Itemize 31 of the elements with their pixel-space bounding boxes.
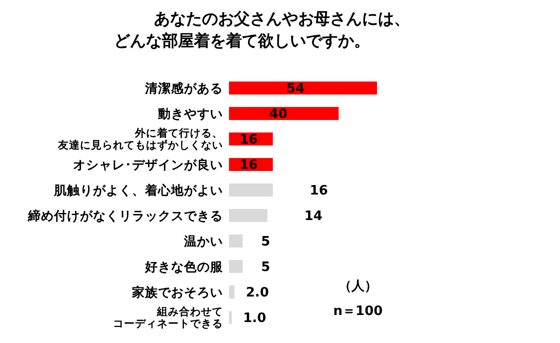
data-label: 2.0 (246, 286, 269, 301)
y-tick-label: 動きやすい (157, 106, 223, 121)
y-tick-label: 家族でおそろい (131, 284, 223, 300)
data-label: 5 (261, 260, 270, 276)
chart-title: あなたのお父さんやお母さんには、どんな部屋着を着て欲しいですか。 (114, 9, 410, 50)
data-label: 14 (304, 209, 322, 224)
annotation: （人） (338, 279, 378, 294)
y-tick-label: 温かい (183, 233, 223, 248)
bar (229, 107, 339, 120)
bar (229, 286, 234, 298)
bar (229, 260, 243, 273)
bar (229, 234, 243, 248)
y-tick-label: 外に着て行ける、友達に見られてもはずかしくない (57, 126, 223, 152)
y-tick-label: オシャレ･デザインが良い (73, 156, 223, 172)
data-label: 16 (310, 184, 328, 199)
data-label: 1.0 (243, 311, 266, 326)
y-tick-label: 締め付けがなくリラックスできる (27, 208, 223, 223)
bar (229, 311, 232, 324)
data-label: 54 (286, 82, 305, 97)
data-label: 5 (261, 234, 270, 250)
y-tick-label: 清潔感がある (144, 80, 223, 96)
bar (229, 82, 377, 94)
bar (229, 184, 273, 196)
annotation: n＝100 (333, 304, 383, 319)
y-tick-label: 肌触りがよく、着心地がよい (53, 182, 223, 198)
bar (229, 209, 268, 222)
y-tick-label: 組み合わせてコーディネートできる (113, 305, 223, 330)
data-label: 40 (269, 107, 288, 122)
data-label: 16 (240, 158, 258, 174)
y-tick-label: 好きな色の服 (144, 258, 224, 274)
data-label: 16 (240, 132, 258, 148)
